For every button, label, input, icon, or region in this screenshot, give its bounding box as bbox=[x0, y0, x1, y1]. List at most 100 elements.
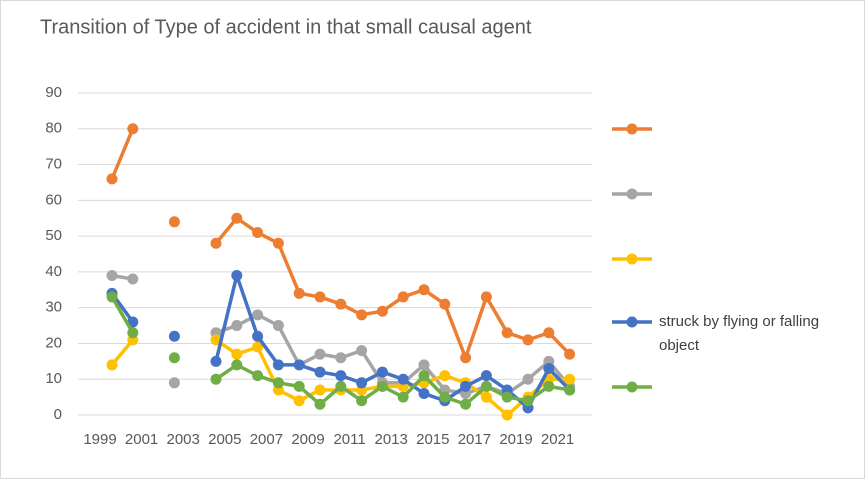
y-tick-label: 20 bbox=[45, 334, 62, 351]
x-tick-label: 2005 bbox=[208, 431, 241, 448]
data-point bbox=[106, 173, 118, 185]
y-tick-label: 80 bbox=[45, 120, 62, 137]
data-point bbox=[272, 359, 284, 371]
data-point bbox=[272, 377, 284, 389]
data-point bbox=[356, 345, 368, 357]
data-point bbox=[293, 359, 305, 371]
x-tick-label: 2003 bbox=[167, 431, 200, 448]
x-tick-label: 1999 bbox=[83, 431, 116, 448]
data-point bbox=[106, 359, 118, 371]
data-point bbox=[231, 359, 243, 371]
data-point bbox=[564, 373, 576, 385]
data-point bbox=[272, 320, 284, 332]
data-point bbox=[480, 370, 492, 382]
legend-marker bbox=[626, 188, 638, 200]
x-tick-label: 2009 bbox=[291, 431, 324, 448]
data-point bbox=[376, 305, 388, 317]
data-point bbox=[293, 380, 305, 392]
legend-label: struck by flying or falling object bbox=[659, 313, 819, 354]
data-point bbox=[168, 216, 180, 228]
y-tick-label: 40 bbox=[45, 263, 62, 280]
data-point bbox=[127, 327, 139, 339]
data-point bbox=[397, 291, 409, 303]
data-point bbox=[376, 366, 388, 378]
data-point bbox=[272, 237, 284, 249]
data-point bbox=[168, 330, 180, 342]
y-tick-label: 70 bbox=[45, 156, 62, 173]
data-point bbox=[480, 380, 492, 392]
data-point bbox=[460, 398, 472, 410]
y-tick-label: 50 bbox=[45, 227, 62, 244]
chart-title: Transition of Type of accident in that s… bbox=[40, 16, 532, 38]
data-point bbox=[252, 309, 264, 321]
data-point bbox=[314, 384, 326, 396]
data-point bbox=[397, 391, 409, 403]
data-point bbox=[127, 273, 139, 285]
x-tick-label: 2015 bbox=[416, 431, 449, 448]
data-point bbox=[314, 398, 326, 410]
data-point bbox=[480, 291, 492, 303]
legend-marker bbox=[626, 316, 638, 328]
y-tick-label: 0 bbox=[54, 406, 62, 423]
data-point bbox=[376, 380, 388, 392]
data-point bbox=[439, 391, 451, 403]
data-point bbox=[335, 370, 347, 382]
data-point bbox=[314, 291, 326, 303]
data-point bbox=[252, 341, 264, 353]
data-point bbox=[210, 237, 222, 249]
data-point bbox=[252, 370, 264, 382]
y-tick-label: 90 bbox=[45, 84, 62, 101]
data-point bbox=[439, 298, 451, 310]
data-point bbox=[252, 227, 264, 239]
y-tick-label: 10 bbox=[45, 370, 62, 387]
data-point bbox=[522, 334, 534, 346]
data-point bbox=[543, 380, 555, 392]
legend-marker bbox=[626, 253, 638, 265]
data-point bbox=[356, 377, 368, 389]
data-point bbox=[460, 380, 472, 392]
data-point bbox=[501, 409, 513, 421]
data-point bbox=[231, 269, 243, 281]
data-point bbox=[314, 348, 326, 360]
data-point bbox=[210, 373, 222, 385]
x-tick-label: 2013 bbox=[375, 431, 408, 448]
data-point bbox=[418, 359, 430, 371]
data-point bbox=[293, 287, 305, 299]
data-point bbox=[418, 284, 430, 296]
data-point bbox=[335, 298, 347, 310]
x-tick-label: 2019 bbox=[499, 431, 532, 448]
legend-marker bbox=[626, 381, 638, 393]
data-point bbox=[501, 391, 513, 403]
data-point bbox=[168, 377, 180, 389]
data-point bbox=[231, 348, 243, 360]
data-point bbox=[106, 291, 118, 303]
x-tick-label: 2021 bbox=[541, 431, 574, 448]
legend-marker bbox=[626, 123, 638, 135]
data-point bbox=[335, 352, 347, 364]
x-tick-label: 2011 bbox=[333, 431, 365, 448]
data-point bbox=[231, 212, 243, 224]
data-point bbox=[231, 320, 243, 332]
y-tick-label: 60 bbox=[45, 191, 62, 208]
data-point bbox=[543, 362, 555, 374]
data-point bbox=[439, 370, 451, 382]
x-tick-label: 2007 bbox=[250, 431, 283, 448]
data-point bbox=[460, 352, 472, 364]
data-point bbox=[356, 309, 368, 321]
data-point bbox=[314, 366, 326, 378]
data-point bbox=[397, 373, 409, 385]
x-tick-label: 2017 bbox=[458, 431, 491, 448]
data-point bbox=[522, 373, 534, 385]
data-point bbox=[418, 388, 430, 400]
data-point bbox=[335, 380, 347, 392]
x-tick-label: 2001 bbox=[125, 431, 158, 448]
data-point bbox=[356, 395, 368, 407]
data-point bbox=[168, 352, 180, 364]
data-point bbox=[127, 123, 139, 135]
y-tick-label: 30 bbox=[45, 299, 62, 316]
data-point bbox=[293, 395, 305, 407]
data-point bbox=[543, 327, 555, 339]
data-point bbox=[501, 327, 513, 339]
data-point bbox=[564, 348, 576, 360]
